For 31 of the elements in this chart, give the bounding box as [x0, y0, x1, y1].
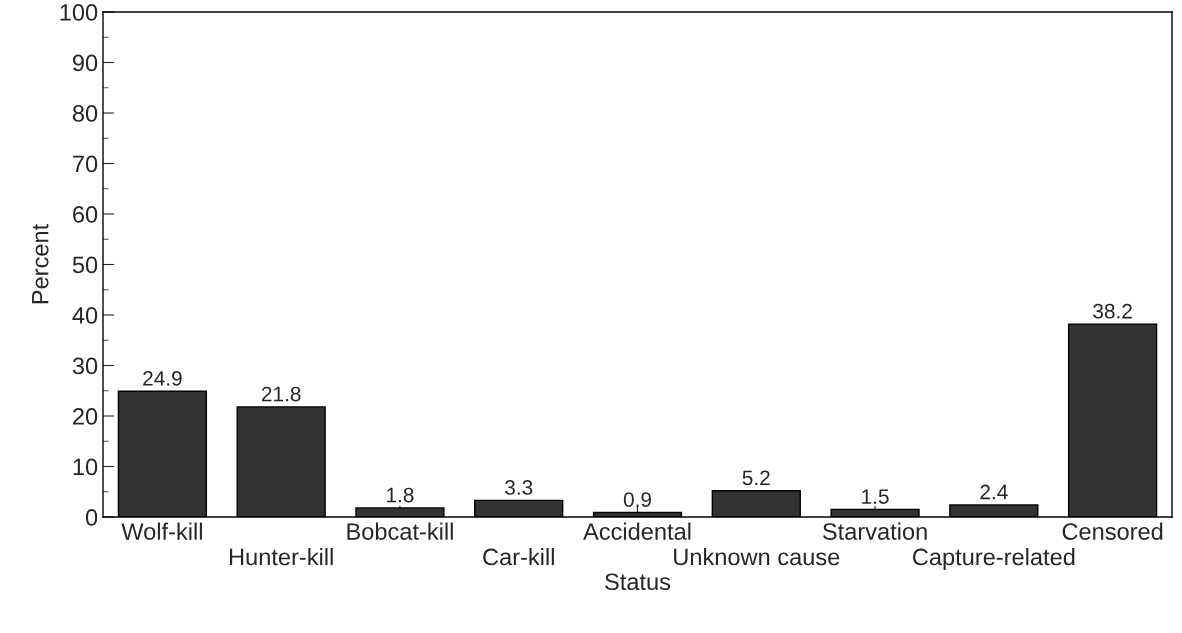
x-tick-label: Bobcat-kill: [347, 522, 453, 540]
y-tick-label: 40: [72, 307, 98, 324]
data-label: 0.9: [623, 492, 651, 507]
x-tick-label: Car-kill: [483, 547, 554, 566]
data-label: 2.4: [980, 484, 1008, 500]
x-tick-label: Unknown cause: [674, 547, 840, 566]
y-tick-label: 80: [72, 105, 98, 122]
y-tick-label: 30: [72, 357, 98, 375]
y-tick-label: 100: [60, 4, 98, 21]
x-tick-label: Capture-related: [913, 547, 1075, 570]
y-tick-label: 20: [73, 408, 98, 425]
x-tick-label: Hunter-kill: [229, 547, 333, 566]
x-tick-label: Starvation: [822, 522, 927, 540]
data-label: 21.8: [261, 386, 301, 402]
data-label: 38.2: [1093, 303, 1132, 319]
data-label: 1.8: [387, 487, 414, 503]
x-tick-label: Accidental: [583, 522, 691, 540]
y-tick-label: 0: [85, 509, 98, 526]
data-label: 1.5: [862, 489, 889, 504]
x-tick-label: Wolf-kill: [121, 522, 202, 540]
data-label: 24.9: [143, 371, 182, 386]
y-tick-label: 90: [72, 54, 98, 72]
y-tick-label: 10: [73, 458, 98, 476]
y-tick-label: 60: [73, 206, 98, 223]
data-label: 5.2: [742, 470, 770, 486]
y-axis-title: Percent: [32, 223, 49, 304]
y-tick-label: 50: [72, 256, 98, 274]
x-axis-title: Status: [605, 573, 671, 591]
x-tick-label: Censored: [1062, 522, 1163, 540]
y-tick-label: 70: [73, 155, 98, 173]
data-label: 3.3: [505, 480, 533, 495]
